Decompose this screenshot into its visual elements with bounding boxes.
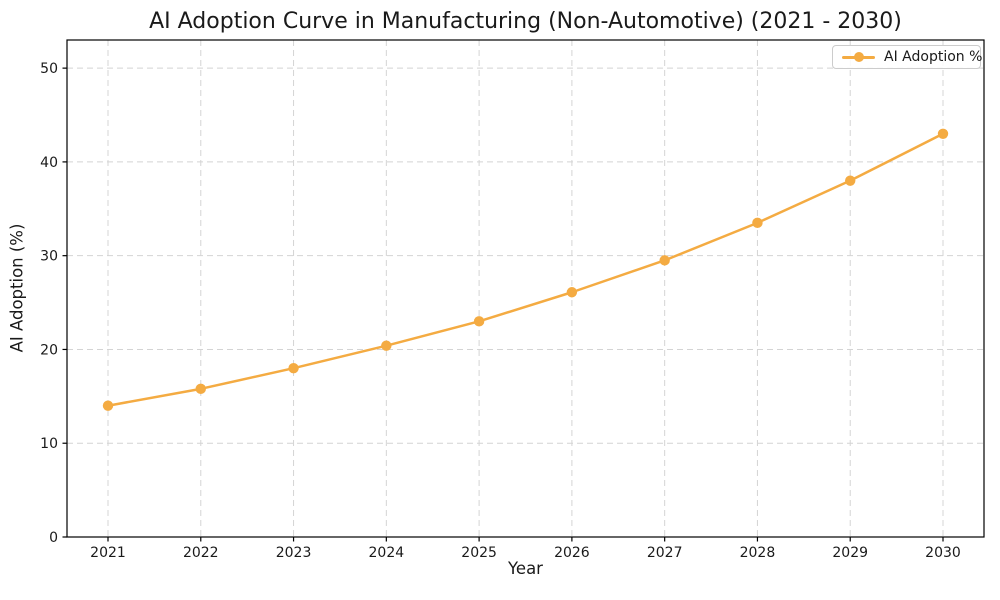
- data-point-2024: [381, 340, 392, 351]
- x-tick-label: 2029: [832, 545, 868, 561]
- x-tick-label: 2028: [740, 545, 776, 561]
- x-tick-label: 2022: [183, 545, 219, 561]
- x-tick-label: 2030: [925, 545, 961, 561]
- x-tick-label: 2025: [461, 545, 497, 561]
- y-tick-label: 40: [40, 155, 58, 171]
- x-tick-label: 2021: [90, 545, 126, 561]
- data-point-2028: [752, 217, 763, 229]
- y-tick-label: 20: [40, 342, 58, 358]
- x-tick-label: 2023: [276, 545, 312, 561]
- y-tick-label: 0: [49, 530, 58, 546]
- y-tick-label: 30: [40, 249, 58, 265]
- legend-line-marker-icon: [842, 52, 875, 63]
- data-point-2021: [102, 400, 114, 411]
- y-axis-label: AI Adoption (%): [7, 223, 27, 353]
- chart-title: AI Adoption Curve in Manufacturing (Non-…: [149, 9, 902, 34]
- axes-spines: [66, 39, 985, 538]
- data-point-2027: [659, 255, 670, 266]
- data-point-2022: [195, 383, 206, 395]
- x-tick-label: 2026: [554, 545, 590, 561]
- legend-label: AI Adoption %: [884, 49, 983, 65]
- data-point-2029: [845, 175, 856, 186]
- data-point-2023: [288, 363, 299, 374]
- x-axis-label: Year: [508, 559, 543, 578]
- y-tick-label: 50: [40, 61, 58, 77]
- x-tick-label: 2027: [647, 545, 683, 561]
- x-tick-label: 2024: [369, 545, 405, 561]
- y-tick-label: 10: [40, 436, 58, 452]
- legend: AI Adoption %: [832, 45, 983, 69]
- data-point-2030: [937, 128, 949, 139]
- data-point-2025: [473, 316, 485, 327]
- series-line: [106, 132, 945, 407]
- data-point-2026: [566, 287, 578, 298]
